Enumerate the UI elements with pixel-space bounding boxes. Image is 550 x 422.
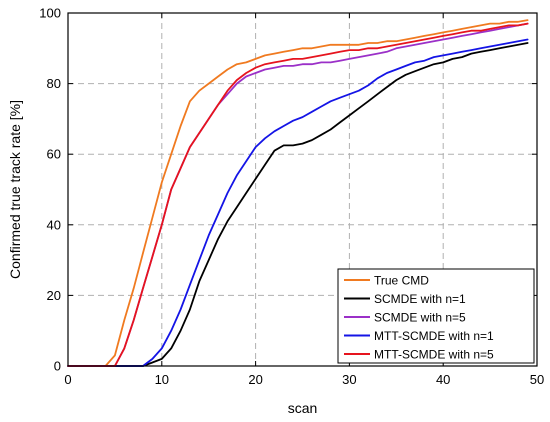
y-tick-label: 40 <box>47 217 61 232</box>
legend-label: SCMDE with n=1 <box>374 292 466 306</box>
series-line-4 <box>67 38 529 367</box>
x-tick-label: 30 <box>342 372 356 387</box>
series-line-1 <box>67 19 529 367</box>
x-tick-label: 0 <box>64 372 71 387</box>
y-tick-label: 60 <box>47 147 61 162</box>
y-tick-label: 0 <box>54 359 61 374</box>
series-line-2 <box>67 42 529 367</box>
legend-label: True CMD <box>374 274 429 288</box>
legend-box <box>337 268 535 364</box>
legend-label: MTT-SCMDE with n=1 <box>374 329 494 343</box>
x-tick-label: 50 <box>530 372 544 387</box>
series-line-5 <box>67 22 529 367</box>
series-lines <box>67 19 529 367</box>
legend: True CMD SCMDE with n=1 SCMDE with n=5 MTT-… <box>337 268 535 364</box>
y-axis-title: Confirmed true track rate [%] <box>7 100 23 279</box>
y-tick-label: 100 <box>39 6 61 21</box>
x-tick-label: 10 <box>155 372 169 387</box>
legend-items: True CMD SCMDE with n=1 SCMDE with n=5 MTT-… <box>344 274 494 362</box>
tick-marks <box>67 12 538 367</box>
legend-label: SCMDE with n=5 <box>374 311 466 325</box>
x-axis-title: scan <box>288 400 318 416</box>
tick-labels: 0 10 20 30 40 50 0 20 40 60 80 100 <box>39 6 544 388</box>
x-tick-label: 40 <box>436 372 450 387</box>
legend-label: MTT-SCMDE with n=5 <box>374 348 494 362</box>
y-tick-label: 20 <box>47 288 61 303</box>
x-tick-label: 20 <box>248 372 262 387</box>
plot-frame <box>67 12 538 367</box>
y-tick-label: 80 <box>47 76 61 91</box>
